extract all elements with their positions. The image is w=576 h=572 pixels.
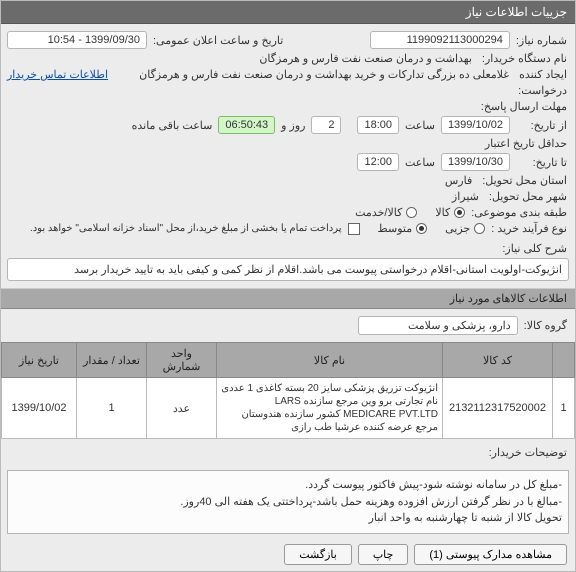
- cell-name: انژیوکت تزریق پزشکی سایز 20 بسته کاغذی 1…: [217, 378, 443, 439]
- low-radio-label: جزیی: [443, 222, 472, 235]
- note-line-2: -مبالغ با در نظر گرفتن ارزش افزوده وهزین…: [14, 494, 562, 511]
- buyer-label: نام دستگاه خریدار:: [480, 52, 569, 65]
- min-validity-label: حداقل تاریخ اعتبار: [483, 137, 569, 150]
- attachments-button[interactable]: مشاهده مدارک پیوستی (1): [414, 544, 567, 565]
- announce-label: تاریخ و ساعت اعلان عمومی:: [151, 34, 285, 47]
- th-idx: [553, 343, 575, 378]
- buyer-value: بهداشت و درمان صنعت نفت فارس و هرمزگان: [255, 52, 476, 65]
- need-number-value: 1199092113000294: [370, 31, 510, 49]
- table-row: 1 2132112317520002 انژیوکت تزریق پزشکی س…: [2, 378, 575, 439]
- deadline-reply-label: مهلت ارسال پاسخ:: [479, 100, 569, 113]
- need-number-label: شماره نیاز:: [514, 34, 569, 47]
- group-value: دارو، پزشکی و سلامت: [358, 316, 518, 335]
- th-code: کد کالا: [443, 343, 553, 378]
- request-label: درخواست:: [516, 84, 569, 97]
- delivery-province-label: استان محل تحویل:: [480, 174, 569, 187]
- time-label-1: ساعت: [403, 119, 437, 132]
- creator-value: غلامعلی ده بزرگی تدارکات و خرید بهداشت و…: [112, 68, 513, 81]
- desc-label: شرح کلی نیاز:: [500, 238, 569, 255]
- delivery-province-value: فارس: [441, 174, 476, 187]
- cell-date: 1399/10/02: [2, 378, 77, 439]
- note-line-3: تحویل کالا از شنبه تا چهارشنبه به واحد ا…: [14, 510, 562, 527]
- panel-title: جزییات اطلاعات نیاز: [1, 1, 575, 24]
- desc-value: انژیوکت-اولویت استانی-اقلام درخواستی پیو…: [7, 258, 569, 281]
- items-section-bar: اطلاعات کالاهای مورد نیاز: [1, 288, 575, 309]
- print-button[interactable]: چاپ: [358, 544, 409, 565]
- budget-label: طبقه بندی موضوعی:: [469, 206, 569, 219]
- creator-label: ایجاد کننده: [517, 68, 569, 81]
- goods-radio-label: کالا: [433, 206, 452, 219]
- service-radio-label: کالا/خدمت: [353, 206, 404, 219]
- cell-qty: 1: [77, 378, 147, 439]
- days-count: 2: [311, 116, 341, 134]
- countdown-value: 06:50:43: [218, 116, 275, 134]
- purchase-type-label: نوع فرآیند خرید :: [489, 222, 569, 235]
- price-to-label: تا تاریخ:: [514, 156, 569, 169]
- note-line-1: -مبلغ کل در سامانه نوشته شود-پیش فاکتور …: [14, 477, 562, 494]
- service-radio[interactable]: کالا/خدمت: [353, 206, 417, 219]
- low-radio[interactable]: جزیی: [443, 222, 485, 235]
- treasury-label: پرداخت تمام یا بخشی از مبلغ خرید،از محل …: [28, 223, 344, 234]
- time-label-2: ساعت: [403, 156, 437, 169]
- to-date-value: 1399/10/30: [441, 153, 510, 171]
- radio-icon: [406, 207, 417, 218]
- announce-value: 1399/09/30 - 10:54: [7, 31, 147, 49]
- th-name: نام کالا: [217, 343, 443, 378]
- delivery-city-label: شهر محل تحویل:: [487, 190, 569, 203]
- th-unit: واحد شمارش: [147, 343, 217, 378]
- from-date-label: از تاریخ:: [514, 119, 569, 132]
- remaining-label: ساعت باقی مانده: [130, 119, 215, 132]
- goods-radio[interactable]: کالا: [433, 206, 465, 219]
- group-label: گروه کالا:: [522, 319, 569, 332]
- radio-icon: [416, 223, 427, 234]
- delivery-city-value: شیراز: [448, 190, 483, 203]
- th-qty: تعداد / مقدار: [77, 343, 147, 378]
- buyer-notes-label: توضیحات خریدار:: [487, 446, 569, 459]
- buyer-notes-box: -مبلغ کل در سامانه نوشته شود-پیش فاکتور …: [7, 470, 569, 534]
- cell-idx: 1: [553, 378, 575, 439]
- from-date-value: 1399/10/02: [441, 116, 510, 134]
- treasury-checkbox[interactable]: [348, 223, 360, 235]
- cell-code: 2132112317520002: [443, 378, 553, 439]
- to-time-value: 12:00: [357, 153, 399, 171]
- back-button[interactable]: بازگشت: [284, 544, 352, 565]
- radio-icon: [474, 223, 485, 234]
- from-time-value: 18:00: [357, 116, 399, 134]
- radio-icon: [454, 207, 465, 218]
- mid-radio[interactable]: متوسط: [376, 222, 428, 235]
- cell-unit: عدد: [147, 378, 217, 439]
- mid-radio-label: متوسط: [376, 222, 415, 235]
- days-and-label: روز و: [279, 119, 307, 132]
- items-table: کد کالا نام کالا واحد شمارش تعداد / مقدا…: [1, 342, 575, 439]
- th-date: تاریخ نیاز: [2, 343, 77, 378]
- contact-link[interactable]: اطلاعات تماس خریدار: [7, 68, 108, 81]
